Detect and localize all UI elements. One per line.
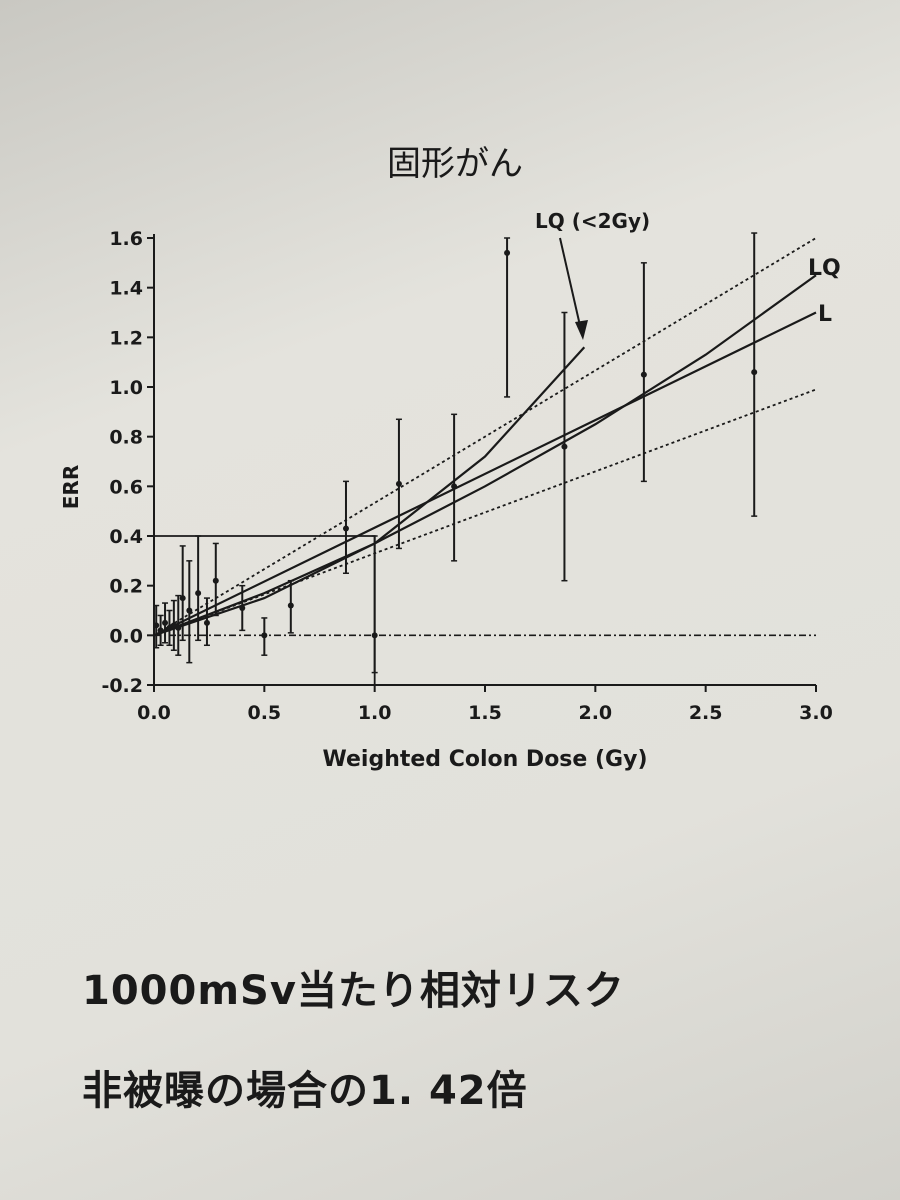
y-tick-label: 0.0 <box>109 625 143 647</box>
y-tick-label: 0.6 <box>109 476 143 498</box>
x-axis-label: Weighted Colon Dose (Gy) <box>323 747 648 772</box>
caption-multiplier: 非被曝の場合の1. 42倍 <box>82 1068 528 1114</box>
data-point <box>395 480 402 487</box>
data-point <box>342 525 349 532</box>
y-tick-label: 0.8 <box>109 427 143 449</box>
y-tick-label: 1.6 <box>109 228 143 250</box>
data-point <box>195 590 202 597</box>
data-point <box>170 622 177 629</box>
plot-area: -0.2 0.0 0.2 0.4 0.6 0.8 1.0 1.2 1.4 1.6 0.0 0.5 1.0… <box>101 228 832 724</box>
x-tick-label: 1.0 <box>358 702 392 724</box>
data-point <box>157 627 164 634</box>
fit-line-lq <box>153 274 817 637</box>
y-tick-label: 1.4 <box>109 278 143 300</box>
data-point <box>239 605 246 612</box>
data-point <box>561 443 568 450</box>
x-tick-label: 2.0 <box>578 702 612 724</box>
y-tick-label: 0.4 <box>109 526 143 548</box>
data-point <box>203 619 210 626</box>
annotation-arrow-head <box>575 320 588 340</box>
data-point <box>179 595 186 602</box>
annotation-lq-lt2gy: LQ (<2Gy) <box>535 209 650 233</box>
data-point <box>751 369 758 376</box>
data-point <box>175 624 182 631</box>
data-point <box>212 577 219 584</box>
data-point <box>287 602 294 609</box>
y-tick-label: 1.0 <box>109 377 143 399</box>
data-point <box>451 483 458 490</box>
data-point <box>153 622 160 629</box>
data-point <box>162 619 169 626</box>
data-point <box>166 624 173 631</box>
chart-title: 固形がん <box>387 144 523 184</box>
y-tick-label: 1.2 <box>109 327 143 349</box>
y-tick-label: 0.2 <box>109 576 143 598</box>
confidence-bound-line <box>153 237 817 637</box>
x-tick-label: 0.0 <box>137 702 171 724</box>
data-point <box>504 249 511 256</box>
data-point <box>186 607 193 614</box>
data-point <box>371 632 378 639</box>
y-axis-label: ERR <box>59 465 83 509</box>
x-tick-label: 1.5 <box>468 702 502 724</box>
annotation-l: L <box>818 302 832 327</box>
confidence-bound-line <box>153 388 817 637</box>
x-tick-label: 2.5 <box>689 702 723 724</box>
data-point <box>261 632 268 639</box>
fit-line-l <box>153 311 817 637</box>
chart: 固形がん ERR Weighted Colon Dose (Gy) LQ (<2… <box>59 144 841 772</box>
caption-relative-risk: 1000mSv当たり相対リスク <box>82 968 625 1014</box>
x-tick-label: 3.0 <box>799 702 833 724</box>
y-tick-label: -0.2 <box>101 675 143 697</box>
annotation-arrow <box>559 237 582 331</box>
x-tick-label: 0.5 <box>247 702 281 724</box>
data-point <box>640 371 647 378</box>
fit-line-lq-2gy <box>153 346 586 637</box>
